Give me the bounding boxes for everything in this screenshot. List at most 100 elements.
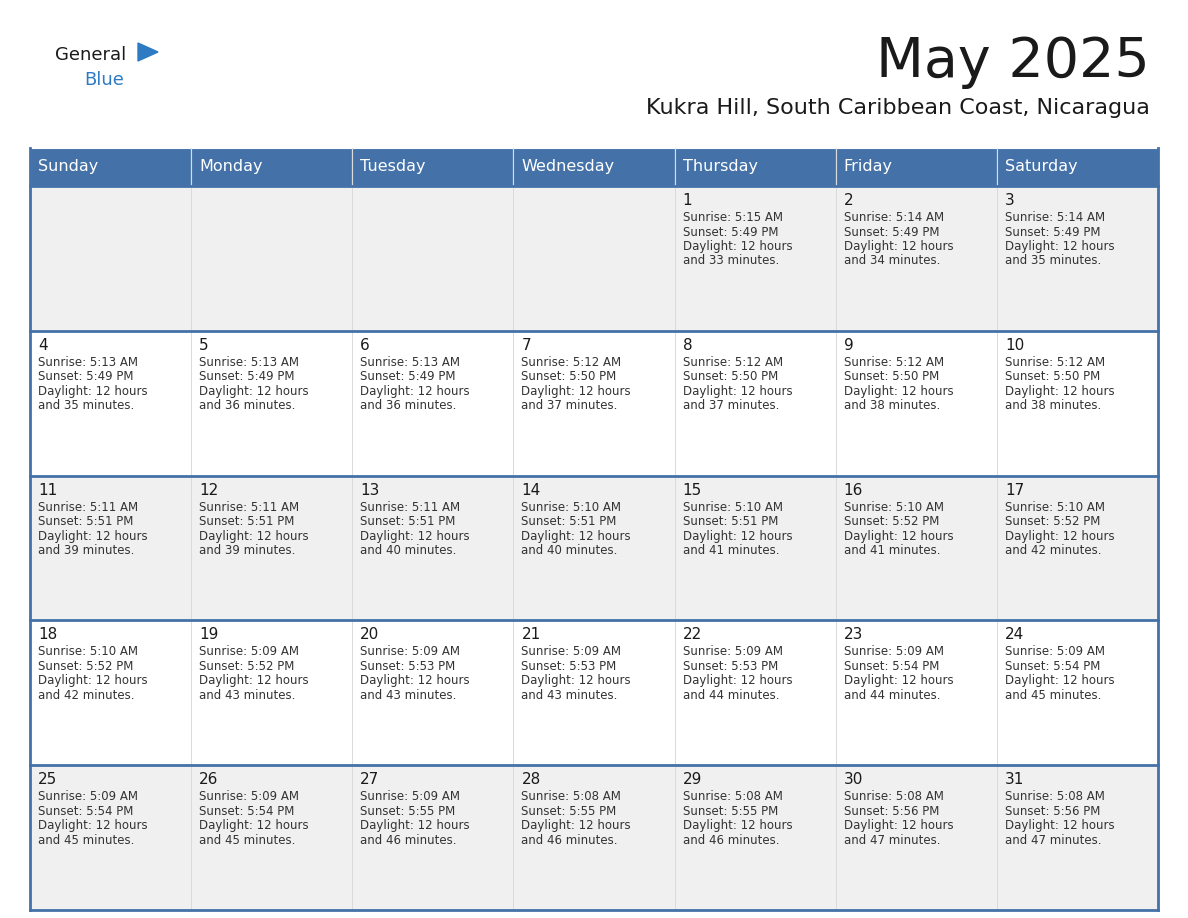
Text: General: General (55, 46, 126, 64)
Text: 17: 17 (1005, 483, 1024, 498)
Text: 11: 11 (38, 483, 57, 498)
Text: Wednesday: Wednesday (522, 160, 614, 174)
Text: and 33 minutes.: and 33 minutes. (683, 254, 779, 267)
Text: Sunset: 5:54 PM: Sunset: 5:54 PM (843, 660, 939, 673)
Text: Sunset: 5:49 PM: Sunset: 5:49 PM (38, 370, 133, 384)
Text: and 39 minutes.: and 39 minutes. (200, 544, 296, 557)
FancyBboxPatch shape (353, 476, 513, 621)
Text: Sunset: 5:56 PM: Sunset: 5:56 PM (1005, 805, 1100, 818)
Text: Sunset: 5:53 PM: Sunset: 5:53 PM (683, 660, 778, 673)
Text: and 41 minutes.: and 41 minutes. (843, 544, 940, 557)
FancyBboxPatch shape (191, 476, 353, 621)
FancyBboxPatch shape (191, 330, 353, 476)
Text: Saturday: Saturday (1005, 160, 1078, 174)
Text: Sunset: 5:52 PM: Sunset: 5:52 PM (1005, 515, 1100, 528)
Text: 30: 30 (843, 772, 864, 788)
FancyBboxPatch shape (675, 330, 835, 476)
Text: Daylight: 12 hours: Daylight: 12 hours (38, 819, 147, 833)
Text: Sunrise: 5:09 AM: Sunrise: 5:09 AM (360, 645, 460, 658)
Text: and 35 minutes.: and 35 minutes. (1005, 254, 1101, 267)
Text: and 37 minutes.: and 37 minutes. (522, 399, 618, 412)
FancyBboxPatch shape (353, 621, 513, 766)
Text: Friday: Friday (843, 160, 892, 174)
FancyBboxPatch shape (353, 148, 513, 186)
Text: Monday: Monday (200, 160, 263, 174)
FancyBboxPatch shape (997, 330, 1158, 476)
Text: and 36 minutes.: and 36 minutes. (200, 399, 296, 412)
Text: Kukra Hill, South Caribbean Coast, Nicaragua: Kukra Hill, South Caribbean Coast, Nicar… (646, 98, 1150, 118)
Text: 15: 15 (683, 483, 702, 498)
Text: Daylight: 12 hours: Daylight: 12 hours (843, 385, 953, 397)
FancyBboxPatch shape (191, 186, 353, 330)
Text: Sunset: 5:50 PM: Sunset: 5:50 PM (1005, 370, 1100, 384)
Text: Sunrise: 5:11 AM: Sunrise: 5:11 AM (200, 500, 299, 513)
Text: Sunrise: 5:10 AM: Sunrise: 5:10 AM (38, 645, 138, 658)
Text: Sunset: 5:55 PM: Sunset: 5:55 PM (522, 805, 617, 818)
Text: 27: 27 (360, 772, 379, 788)
Text: Sunset: 5:52 PM: Sunset: 5:52 PM (843, 515, 939, 528)
FancyBboxPatch shape (30, 766, 191, 910)
Text: Sunset: 5:52 PM: Sunset: 5:52 PM (200, 660, 295, 673)
Text: Sunset: 5:51 PM: Sunset: 5:51 PM (522, 515, 617, 528)
Text: and 35 minutes.: and 35 minutes. (38, 399, 134, 412)
Text: Sunrise: 5:13 AM: Sunrise: 5:13 AM (200, 356, 299, 369)
FancyBboxPatch shape (191, 766, 353, 910)
Text: Sunrise: 5:10 AM: Sunrise: 5:10 AM (843, 500, 943, 513)
Text: Blue: Blue (84, 71, 124, 89)
Text: 26: 26 (200, 772, 219, 788)
Text: Sunrise: 5:08 AM: Sunrise: 5:08 AM (1005, 790, 1105, 803)
Text: and 36 minutes.: and 36 minutes. (360, 399, 456, 412)
Text: and 42 minutes.: and 42 minutes. (1005, 544, 1101, 557)
Text: Sunset: 5:51 PM: Sunset: 5:51 PM (38, 515, 133, 528)
FancyBboxPatch shape (675, 148, 835, 186)
Text: Sunset: 5:51 PM: Sunset: 5:51 PM (683, 515, 778, 528)
Text: and 38 minutes.: and 38 minutes. (1005, 399, 1101, 412)
Text: 10: 10 (1005, 338, 1024, 353)
Text: Sunrise: 5:09 AM: Sunrise: 5:09 AM (200, 645, 299, 658)
Text: Daylight: 12 hours: Daylight: 12 hours (522, 530, 631, 543)
FancyBboxPatch shape (513, 766, 675, 910)
Text: Sunrise: 5:12 AM: Sunrise: 5:12 AM (522, 356, 621, 369)
Text: Daylight: 12 hours: Daylight: 12 hours (200, 675, 309, 688)
Text: Sunrise: 5:09 AM: Sunrise: 5:09 AM (1005, 645, 1105, 658)
FancyBboxPatch shape (191, 148, 353, 186)
FancyBboxPatch shape (835, 476, 997, 621)
Text: Sunrise: 5:10 AM: Sunrise: 5:10 AM (1005, 500, 1105, 513)
Text: Sunset: 5:53 PM: Sunset: 5:53 PM (522, 660, 617, 673)
Text: 3: 3 (1005, 193, 1015, 208)
Text: 16: 16 (843, 483, 864, 498)
Text: 6: 6 (360, 338, 369, 353)
Text: and 46 minutes.: and 46 minutes. (360, 834, 456, 846)
Text: Sunset: 5:54 PM: Sunset: 5:54 PM (38, 805, 133, 818)
Text: Sunrise: 5:08 AM: Sunrise: 5:08 AM (683, 790, 783, 803)
Text: Daylight: 12 hours: Daylight: 12 hours (683, 675, 792, 688)
Text: Sunrise: 5:14 AM: Sunrise: 5:14 AM (843, 211, 943, 224)
FancyBboxPatch shape (997, 476, 1158, 621)
Text: 9: 9 (843, 338, 853, 353)
Text: Sunset: 5:49 PM: Sunset: 5:49 PM (360, 370, 456, 384)
Text: Sunday: Sunday (38, 160, 99, 174)
Text: and 44 minutes.: and 44 minutes. (683, 688, 779, 702)
Text: Sunset: 5:54 PM: Sunset: 5:54 PM (1005, 660, 1100, 673)
Text: 24: 24 (1005, 627, 1024, 643)
FancyBboxPatch shape (30, 186, 191, 330)
FancyBboxPatch shape (513, 476, 675, 621)
Text: Daylight: 12 hours: Daylight: 12 hours (683, 385, 792, 397)
FancyBboxPatch shape (835, 148, 997, 186)
Text: Daylight: 12 hours: Daylight: 12 hours (360, 385, 470, 397)
Text: Daylight: 12 hours: Daylight: 12 hours (360, 675, 470, 688)
Text: and 45 minutes.: and 45 minutes. (200, 834, 296, 846)
Text: Daylight: 12 hours: Daylight: 12 hours (360, 819, 470, 833)
Text: Sunrise: 5:14 AM: Sunrise: 5:14 AM (1005, 211, 1105, 224)
FancyBboxPatch shape (675, 476, 835, 621)
Text: Sunrise: 5:13 AM: Sunrise: 5:13 AM (38, 356, 138, 369)
Text: and 43 minutes.: and 43 minutes. (522, 688, 618, 702)
Text: Sunset: 5:52 PM: Sunset: 5:52 PM (38, 660, 133, 673)
FancyBboxPatch shape (353, 766, 513, 910)
Text: and 44 minutes.: and 44 minutes. (843, 688, 940, 702)
Text: and 39 minutes.: and 39 minutes. (38, 544, 134, 557)
FancyBboxPatch shape (30, 148, 191, 186)
Text: 4: 4 (38, 338, 48, 353)
Text: 8: 8 (683, 338, 693, 353)
FancyBboxPatch shape (513, 330, 675, 476)
